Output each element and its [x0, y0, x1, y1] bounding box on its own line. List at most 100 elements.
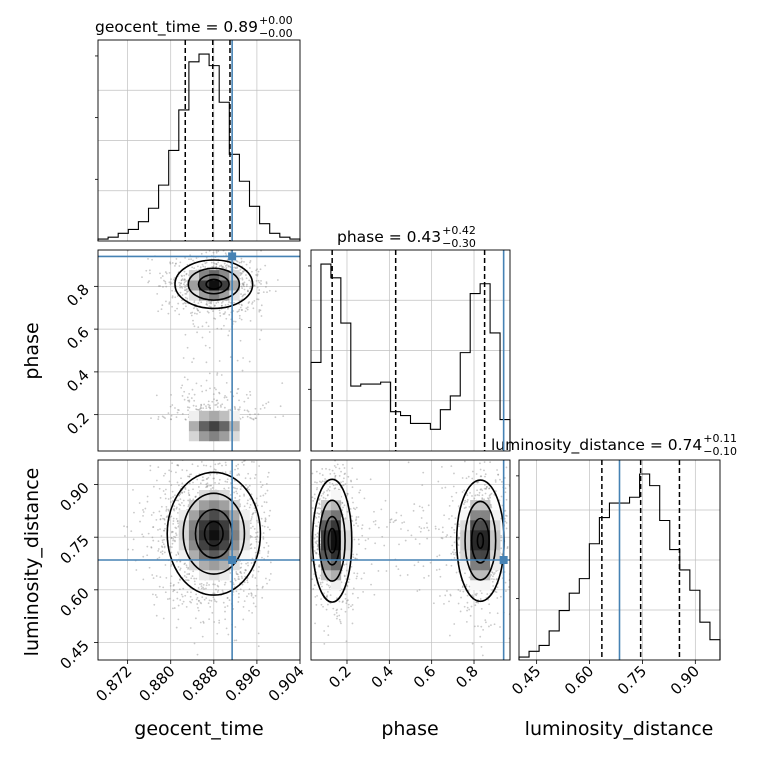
density-cell — [340, 540, 352, 551]
scatter-point — [495, 570, 498, 572]
scatter-point — [176, 597, 179, 600]
scatter-point — [200, 384, 203, 387]
scatter-point — [185, 579, 187, 581]
scatter-point — [269, 440, 271, 442]
scatter-point — [208, 599, 211, 602]
scatter-point — [202, 622, 205, 624]
scatter-point — [264, 426, 266, 428]
scatter-point — [254, 448, 256, 450]
scatter-point — [192, 404, 195, 407]
scatter-point — [185, 566, 188, 569]
scatter-point — [466, 609, 468, 612]
scatter-point — [209, 465, 212, 468]
scatter-point — [250, 592, 253, 595]
scatter-point — [291, 654, 293, 656]
scatter-point — [315, 542, 318, 545]
scatter-point — [335, 617, 338, 620]
scatter-point — [208, 584, 210, 586]
scatter-point — [283, 595, 285, 597]
scatter-point — [357, 516, 360, 518]
scatter-point — [162, 617, 165, 620]
scatter-point — [235, 447, 237, 449]
scatter-point — [240, 285, 243, 288]
scatter-point — [179, 567, 182, 570]
scatter-point — [346, 510, 349, 513]
scatter-point — [489, 496, 491, 499]
scatter-point — [179, 427, 181, 429]
scatter-point — [229, 580, 232, 583]
density-cell — [229, 540, 240, 551]
scatter-point — [458, 525, 460, 528]
scatter-point — [255, 554, 258, 557]
scatter-point — [236, 265, 239, 268]
scatter-point — [169, 281, 172, 284]
scatter-point — [206, 304, 209, 306]
scatter-point — [318, 564, 321, 567]
scatter-point — [224, 618, 227, 621]
density-cell — [199, 560, 210, 571]
scatter-point — [488, 487, 490, 490]
scatter-point — [318, 503, 321, 506]
scatter-point — [280, 554, 282, 556]
density-cell — [219, 550, 230, 561]
scatter-point — [228, 313, 231, 316]
scatter-point — [253, 477, 256, 480]
scatter-point — [364, 539, 367, 542]
scatter-point — [253, 527, 256, 530]
scatter-point — [193, 325, 196, 328]
scatter-point — [316, 548, 319, 550]
scatter-point — [240, 429, 242, 431]
scatter-point — [225, 254, 228, 257]
scatter-point — [345, 602, 348, 605]
scatter-point — [454, 517, 457, 519]
scatter-point — [154, 439, 156, 441]
scatter-point — [238, 314, 241, 317]
scatter-point — [184, 433, 186, 435]
scatter-point — [226, 478, 229, 481]
tick-label: 0.8 — [63, 280, 93, 310]
scatter-point — [201, 476, 204, 479]
scatter-point — [359, 489, 362, 492]
scatter-point — [157, 528, 159, 531]
scatter-point — [243, 400, 246, 403]
scatter-point — [342, 480, 344, 483]
scatter-point — [174, 407, 176, 409]
scatter-point — [169, 261, 171, 264]
scatter-point — [177, 522, 180, 525]
title-geocent-time: geocent_time = 0.89 — [95, 18, 258, 37]
scatter-point — [222, 601, 225, 604]
scatter-point — [252, 425, 254, 427]
scatter-point — [255, 531, 257, 534]
scatter-point — [319, 565, 321, 568]
scatter-point — [228, 330, 231, 332]
scatter-point — [327, 625, 330, 628]
scatter-point — [177, 499, 180, 502]
scatter-point — [234, 579, 237, 582]
scatter-point — [148, 280, 150, 283]
density-cell — [219, 280, 230, 291]
scatter-point — [209, 484, 211, 487]
scatter-point — [265, 286, 267, 288]
scatter-point — [248, 446, 250, 448]
scatter-point — [265, 482, 268, 485]
scatter-point — [242, 590, 245, 592]
scatter-point — [248, 435, 250, 437]
scatter-point — [161, 553, 164, 555]
scatter-point — [175, 416, 178, 419]
scatter-point — [245, 277, 248, 280]
scatter-point — [242, 270, 244, 273]
scatter-point — [248, 360, 251, 363]
scatter-point — [351, 622, 354, 625]
tick-label: 0.888 — [179, 662, 222, 705]
scatter-point — [157, 548, 160, 550]
scatter-point — [256, 504, 259, 507]
scatter-point — [250, 593, 253, 596]
contour — [470, 517, 490, 564]
density-cell — [229, 280, 240, 291]
scatter-point — [146, 500, 149, 503]
scatter-point — [450, 552, 453, 555]
scatter-point — [165, 285, 168, 288]
scatter-point — [187, 409, 189, 412]
scatter-point — [191, 463, 194, 466]
scatter-point — [427, 504, 430, 507]
